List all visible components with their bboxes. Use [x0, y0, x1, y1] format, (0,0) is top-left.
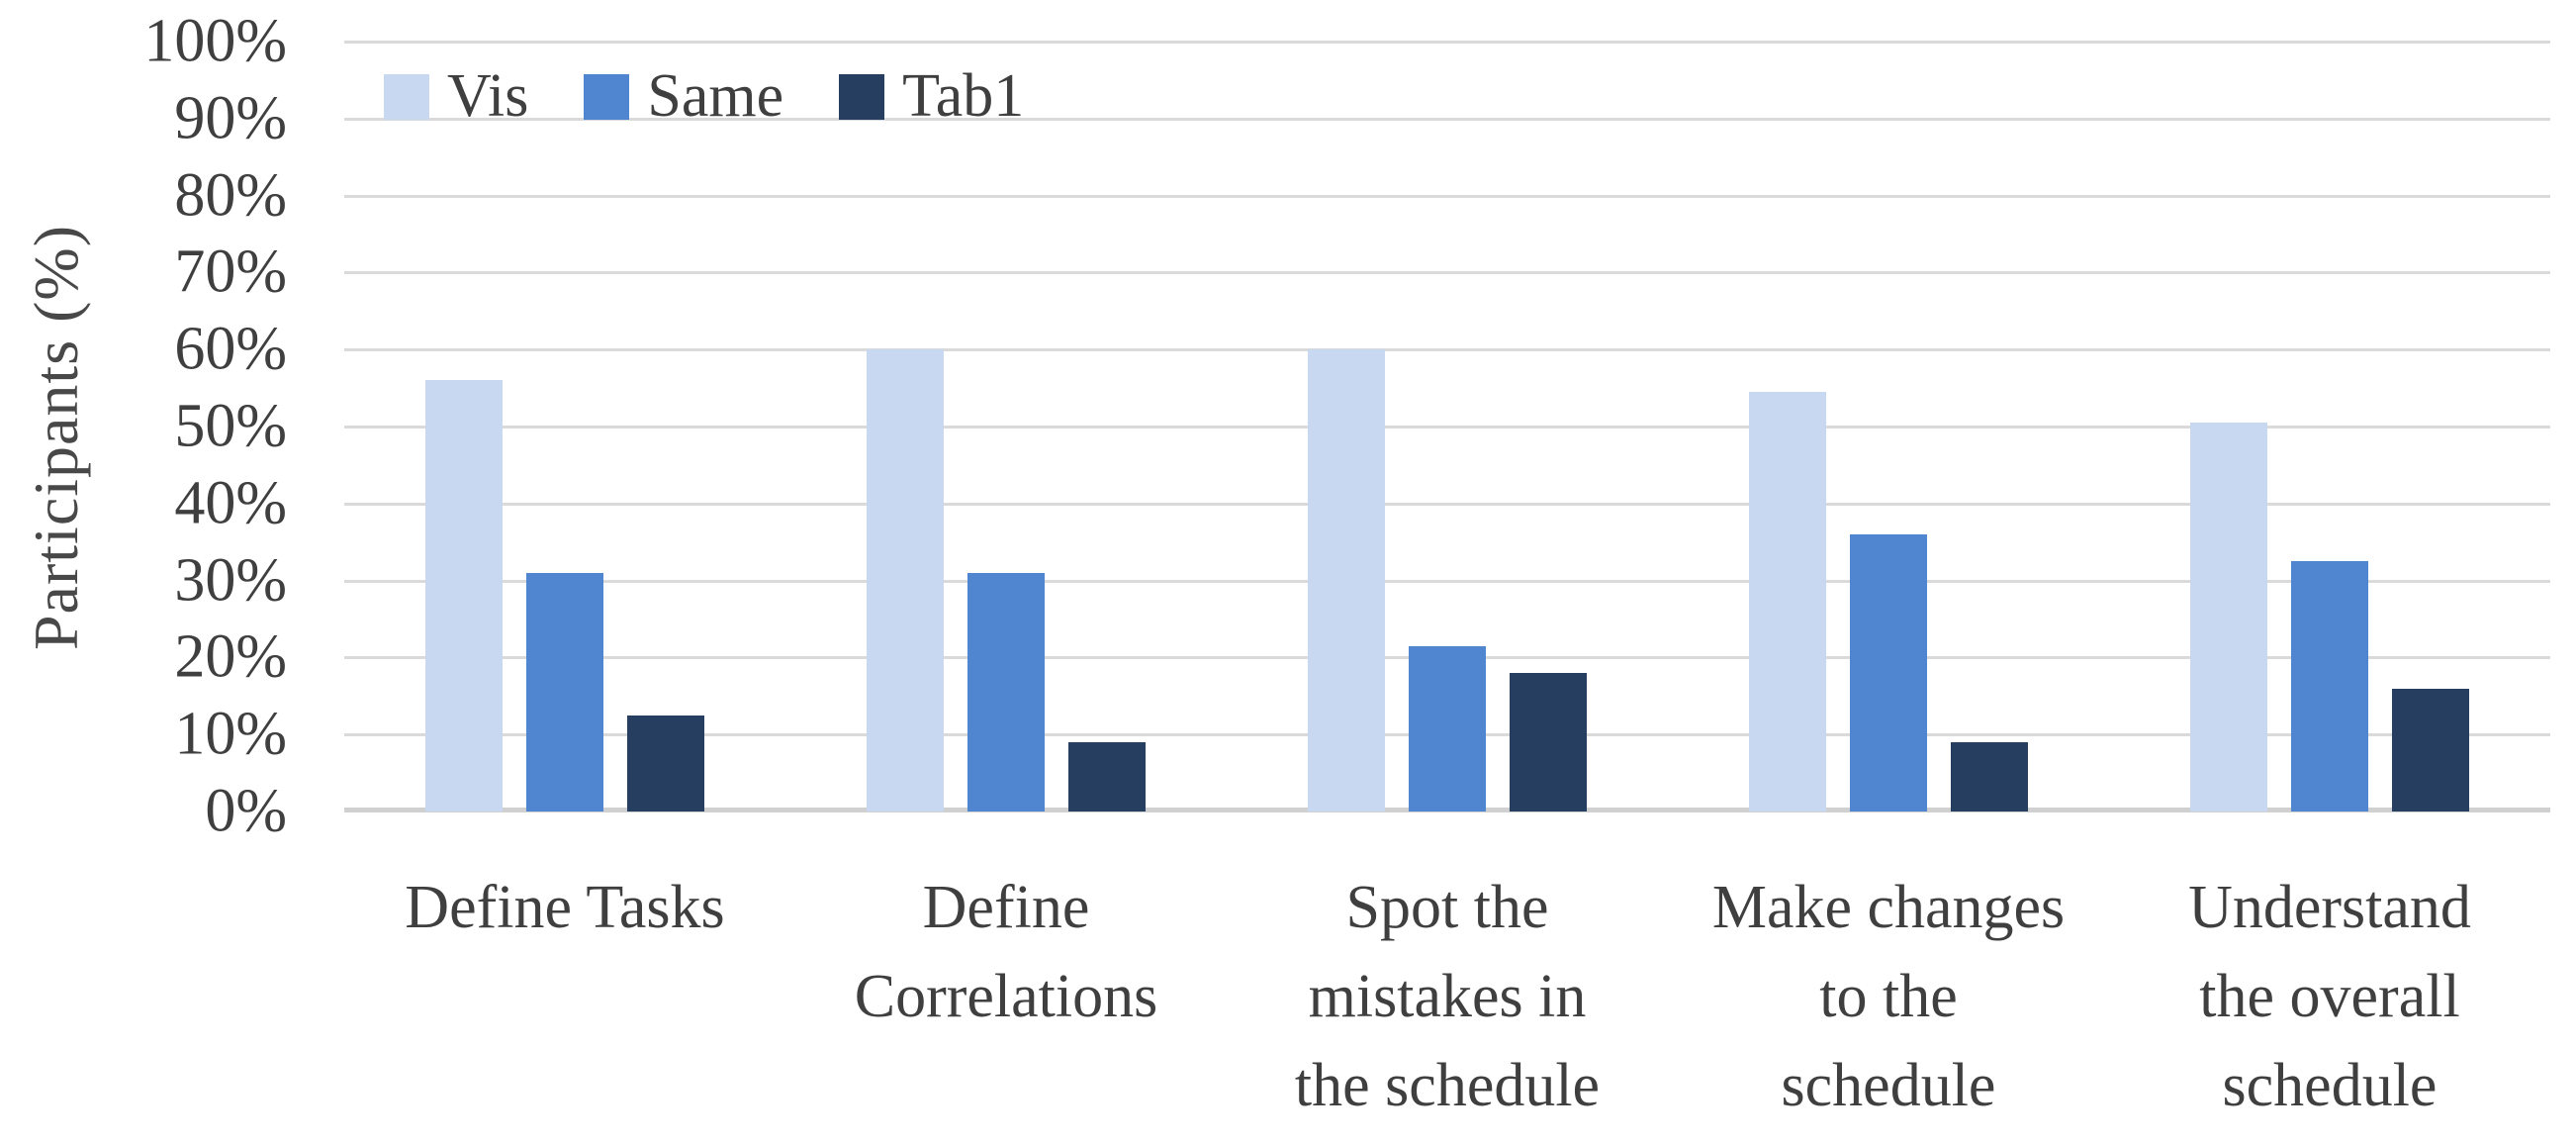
legend-item-vis: Vis	[384, 61, 528, 132]
bar-tab1-group5	[2392, 689, 2469, 811]
y-tick-label-40: 40%	[174, 469, 287, 537]
x-category-label-5: Understand the overall schedule	[2188, 874, 2471, 1119]
bar-group-5	[2109, 42, 2550, 811]
bar-vis-group1	[425, 380, 503, 811]
bar-tab1-group1	[627, 716, 704, 811]
gridline-40	[344, 503, 2550, 506]
y-tick-label-80: 80%	[174, 161, 287, 230]
y-tick-label-70: 70%	[174, 238, 287, 306]
bar-same-group4	[1850, 534, 1927, 811]
y-tick-label-100: 100%	[143, 7, 287, 75]
legend-swatch-vis	[384, 73, 429, 120]
bar-tab1-group3	[1510, 673, 1587, 811]
legend-label-vis: Vis	[447, 62, 529, 130]
bar-group-1	[344, 42, 785, 811]
bar-vis-group4	[1749, 392, 1826, 811]
legend-label-tab1: Tab1	[902, 62, 1025, 130]
bar-same-group1	[526, 573, 603, 811]
bar-vis-group3	[1308, 349, 1385, 811]
bar-vis-group5	[2190, 423, 2267, 811]
gridline-70	[344, 271, 2550, 274]
bar-same-group5	[2291, 561, 2368, 811]
gridline-30	[344, 580, 2550, 583]
bar-group-3	[1227, 42, 1668, 811]
y-tick-label-30: 30%	[174, 546, 287, 615]
x-category-label-2: Define Correlations	[854, 874, 1158, 1030]
bar-same-group3	[1409, 646, 1486, 811]
x-axis-labels: Define Tasks Define Correlations Spot the …	[344, 863, 2550, 1130]
bar-group-2	[785, 42, 1227, 811]
y-tick-label-10: 10%	[174, 700, 287, 768]
gridline-100	[344, 41, 2550, 44]
legend-swatch-same	[584, 73, 630, 120]
plot-area: Vis Same Tab1	[344, 41, 2550, 812]
legend-item-tab1: Tab1	[839, 61, 1024, 132]
gridline-90	[344, 118, 2550, 121]
legend-item-same: Same	[584, 61, 783, 132]
bar-tab1-group2	[1068, 742, 1146, 811]
y-tick-label-20: 20%	[174, 622, 287, 691]
y-tick-label-50: 50%	[174, 392, 287, 460]
bar-same-group2	[967, 573, 1045, 811]
gridline-50	[344, 426, 2550, 429]
legend-swatch-tab1	[839, 73, 885, 120]
legend-label-same: Same	[647, 62, 784, 130]
bar-group-4	[1668, 42, 2109, 811]
x-category-label-4: Make changes to the schedule	[1711, 874, 2066, 1119]
bar-groups	[344, 42, 2550, 811]
y-tick-label-90: 90%	[174, 84, 287, 152]
y-tick-label-0: 0%	[205, 777, 287, 845]
x-category-label-3: Spot the mistakes in the schedule	[1294, 874, 1601, 1119]
bar-vis-group2	[867, 349, 944, 811]
x-category-label-1: Define Tasks	[405, 874, 725, 941]
gridline-60	[344, 348, 2550, 351]
y-tick-label-60: 60%	[174, 315, 287, 383]
legend: Vis Same Tab1	[384, 61, 1024, 132]
bar-tab1-group4	[1951, 742, 2028, 811]
y-axis-tick-labels: 0% 10% 20% 30% 40% 50% 60% 70% 80% 90% 100%	[0, 8, 287, 845]
gridline-80	[344, 195, 2550, 198]
